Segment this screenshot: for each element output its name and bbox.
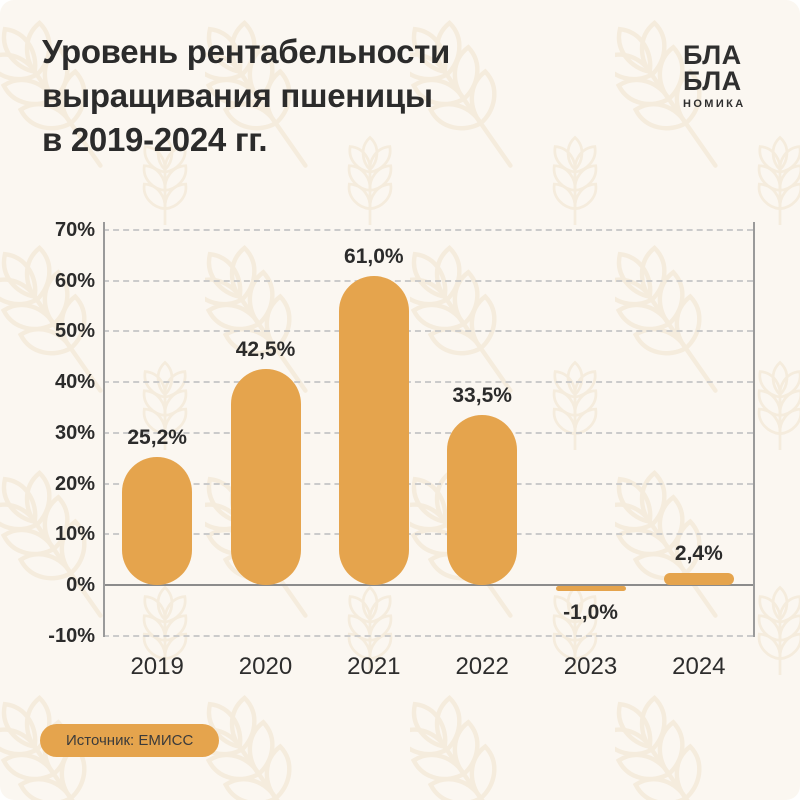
logo-line-2: БЛА xyxy=(683,66,742,96)
plot-left-border xyxy=(103,222,105,637)
x-axis-tick-label: 2022 xyxy=(455,653,509,680)
bar-value-label: 61,0% xyxy=(344,244,404,268)
bar-value-label: 25,2% xyxy=(127,426,187,450)
y-axis-tick-label: 70% xyxy=(54,219,95,241)
gridline xyxy=(103,482,753,485)
source-badge: Источник: ЕМИСС xyxy=(40,724,220,757)
bar-value-label: -1,0% xyxy=(563,601,618,625)
title-line-3: в 2019-2024 гг. xyxy=(42,121,268,158)
bar-2024 xyxy=(663,572,734,585)
y-axis-tick-label: 50% xyxy=(54,320,95,343)
zero-baseline xyxy=(103,584,753,586)
gridline xyxy=(103,533,753,536)
page-title: Уровень рентабельности выращивания пшени… xyxy=(42,30,450,162)
gridline xyxy=(103,229,753,231)
y-axis-tick-label: 60% xyxy=(54,269,95,292)
bar-2022 xyxy=(447,415,518,585)
gridline xyxy=(103,381,753,384)
gridline xyxy=(103,431,753,434)
blablanomika-logo: БЛА БЛА НОМИКА xyxy=(683,40,749,111)
title-line-2: выращивания пшеницы xyxy=(42,77,433,114)
title-line-1: Уровень рентабельности xyxy=(42,33,450,70)
logo-line-3: НОМИКА xyxy=(683,98,746,110)
bar-value-label: 42,5% xyxy=(235,338,296,362)
x-axis-tick-label: 2023 xyxy=(563,653,618,680)
bar-2021 xyxy=(338,275,409,585)
gridline xyxy=(103,279,753,282)
bar-2020 xyxy=(230,369,301,585)
y-axis-tick-label: -10% xyxy=(48,624,95,647)
y-axis-tick-label: 20% xyxy=(54,472,95,495)
bar-2023 xyxy=(555,586,626,592)
x-axis-tick-label: 2019 xyxy=(130,653,184,680)
x-axis-tick-label: 2021 xyxy=(347,653,401,680)
y-axis-tick-label: 40% xyxy=(54,371,95,394)
y-axis-tick-label: 0% xyxy=(66,574,95,596)
y-axis-tick-label: 10% xyxy=(54,523,95,546)
x-axis-tick-label: 2024 xyxy=(672,653,726,680)
gridline xyxy=(103,634,753,637)
source-label: Источник: ЕМИСС xyxy=(66,732,194,749)
bar-2019 xyxy=(122,457,193,585)
x-axis-tick-label: 2020 xyxy=(238,653,293,680)
bar-value-label: 2,4% xyxy=(674,541,723,565)
logo-line-1: БЛА xyxy=(683,40,742,70)
y-axis-tick-label: 30% xyxy=(54,421,95,444)
gridline xyxy=(103,330,753,333)
bar-value-label: 33,5% xyxy=(452,384,512,408)
plot-right-border xyxy=(753,222,755,637)
